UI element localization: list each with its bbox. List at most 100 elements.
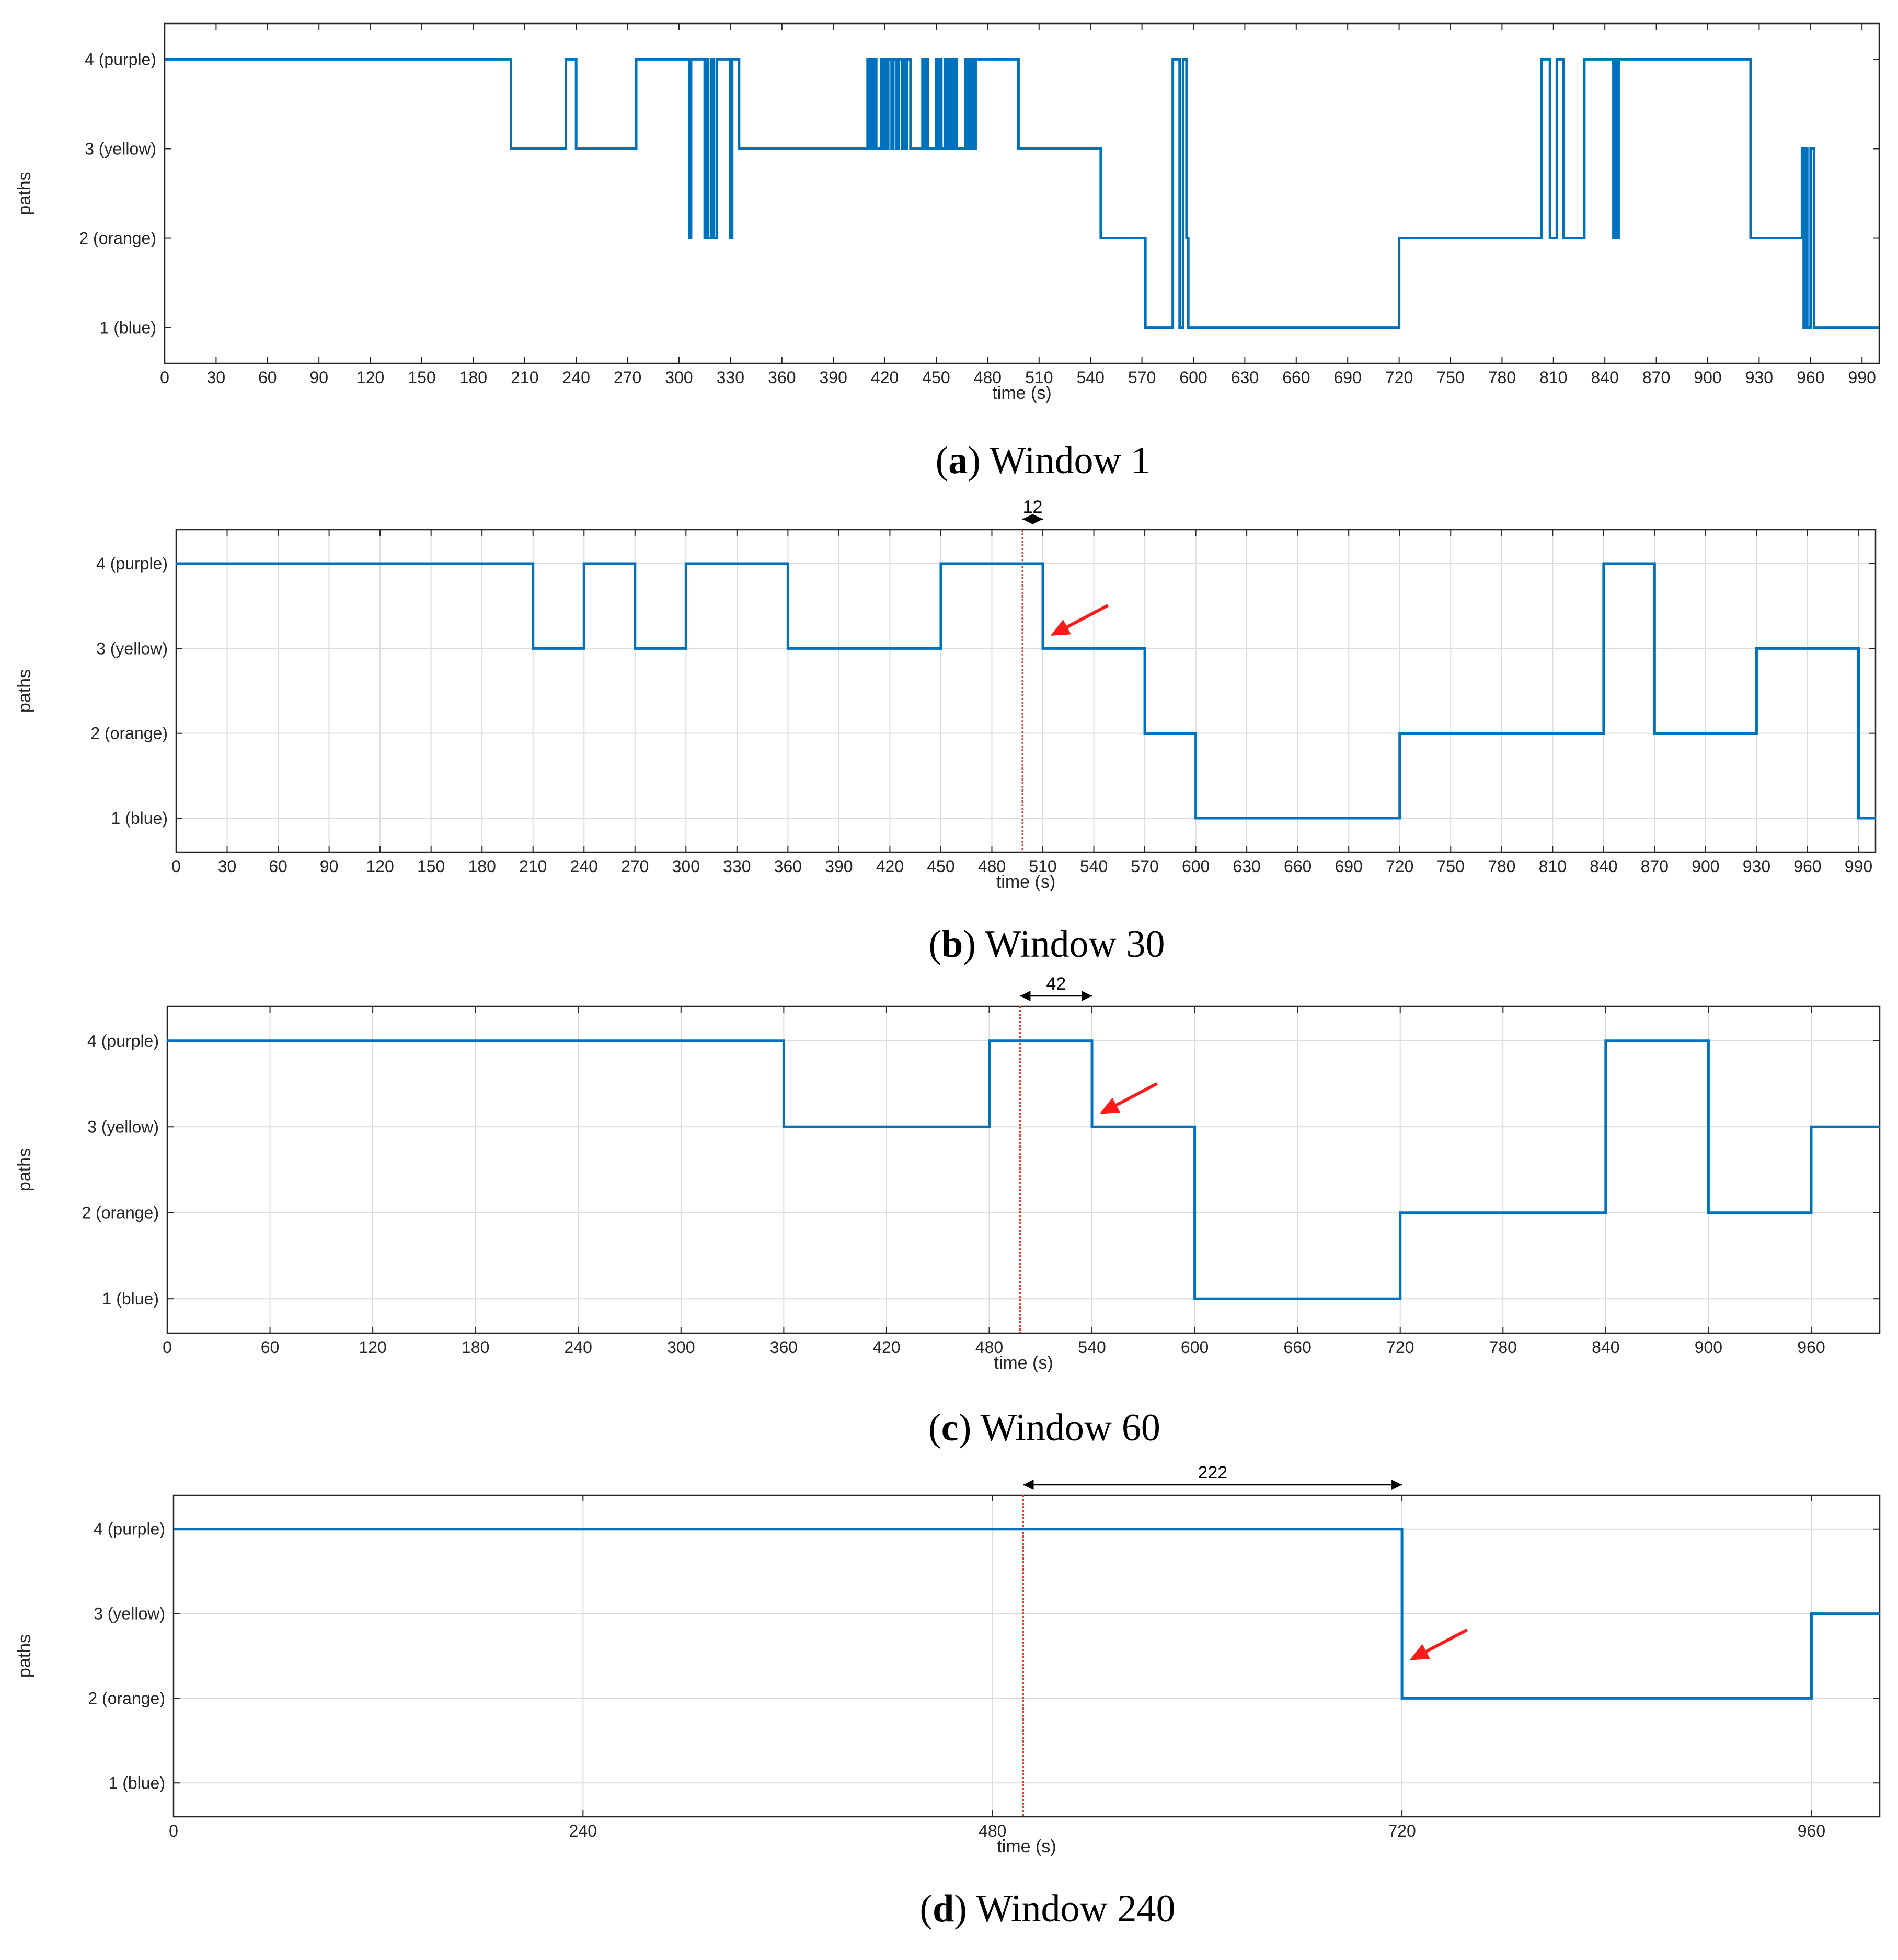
x-tick-label: 330 [723, 857, 751, 876]
x-tick-label: 270 [621, 857, 649, 876]
x-tick-label: 60 [269, 857, 287, 876]
y-tick-label: 3 (yellow) [94, 1604, 165, 1623]
x-tick-label: 0 [160, 368, 169, 387]
caption-close-paren: ) [963, 923, 985, 966]
pointer-shaft [1066, 604, 1109, 628]
x-tick-label: 480 [975, 1338, 1003, 1357]
x-tick-label: 420 [876, 857, 904, 876]
x-axis-label: time (s) [997, 1837, 1056, 1856]
y-tick-label: 4 (purple) [85, 50, 156, 68]
x-tick-label: 0 [169, 1821, 178, 1840]
y-tick-label: 3 (yellow) [87, 1117, 159, 1136]
x-axis-label: time (s) [994, 1353, 1053, 1373]
x-tick-label: 360 [770, 1338, 798, 1357]
series-line-paths [165, 58, 1879, 329]
x-tick-label: 390 [820, 368, 847, 387]
caption-open-paren: ( [919, 1887, 933, 1930]
axes-box [164, 22, 1880, 364]
y-axis-label: paths [15, 1148, 34, 1191]
x-tick-label: 180 [459, 368, 487, 387]
x-tick-label: 780 [1488, 368, 1516, 387]
x-tick-label: 330 [717, 368, 744, 387]
x-tick-label: 270 [614, 368, 641, 387]
y-tick-label: 1 (blue) [109, 1773, 166, 1792]
y-tick-label: 1 (blue) [111, 809, 168, 828]
y-tick-label: 4 (purple) [94, 1520, 165, 1539]
x-tick-label: 600 [1181, 1338, 1209, 1357]
x-tick-label: 210 [519, 857, 547, 876]
caption-close-paren: ) [959, 1406, 981, 1449]
y-tick-label: 3 (yellow) [85, 139, 156, 158]
chart-panel-b: 0 30 60 90 120 150 180 210 240 270 300 330 360 390 420… [15, 497, 1877, 966]
x-tick-label: 630 [1233, 857, 1260, 876]
panel-caption: (a) Window 1 [936, 439, 1151, 482]
x-tick-label: 660 [1282, 368, 1310, 387]
x-tick-label: 300 [667, 1338, 695, 1357]
x-tick-label: 960 [1797, 368, 1824, 387]
grid-lines [173, 1495, 1880, 1817]
x-tick-label: 60 [258, 368, 277, 387]
y-tick-label: 2 (orange) [82, 1203, 159, 1222]
x-tick-label: 300 [665, 368, 693, 387]
x-tick-label: 960 [1797, 1338, 1825, 1357]
x-tick-label: 120 [356, 368, 384, 387]
x-tick-label: 990 [1848, 368, 1876, 387]
caption-text: Window 30 [985, 923, 1165, 966]
x-tick-label: 540 [1077, 368, 1105, 387]
x-tick-label: 570 [1128, 368, 1156, 387]
x-tick-label: 780 [1488, 857, 1515, 876]
caption-open-paren: ( [928, 1406, 941, 1449]
x-tick-label: 30 [207, 368, 226, 387]
chart-panel-a: 0 30 60 90 120 150 180 210 240 270 300 330 360 390 420… [15, 22, 1880, 482]
caption-panel-letter: a [948, 439, 968, 482]
chart-panel-d: 0 240 480 720 960 1 (blue) 2 (orange) 3 (yellow… [15, 1463, 1881, 1930]
x-tick-label: 900 [1692, 857, 1719, 876]
axes-box [175, 529, 1877, 853]
x-tick-label: 810 [1539, 368, 1567, 387]
panel-caption: (c) Window 60 [928, 1406, 1160, 1449]
x-tick-label: 120 [359, 1338, 386, 1357]
x-tick-label: 240 [565, 1338, 592, 1357]
x-tick-label: 900 [1694, 368, 1721, 387]
x-tick-label: 630 [1231, 368, 1259, 387]
pointer-head [1409, 1644, 1430, 1660]
x-tick-label: 480 [979, 1821, 1006, 1840]
caption-panel-letter: d [933, 1887, 954, 1930]
x-tick-label: 870 [1641, 857, 1669, 876]
x-tick-label: 540 [1080, 857, 1108, 876]
series-line-paths [167, 1039, 1880, 1300]
x-tick-label: 540 [1078, 1338, 1106, 1357]
x-axis-label: time (s) [992, 383, 1051, 403]
caption-text: Window 1 [990, 439, 1150, 482]
x-tick-label: 420 [872, 1338, 900, 1357]
x-tick-label: 930 [1745, 368, 1773, 387]
caption-text: Window 240 [976, 1887, 1175, 1930]
x-tick-label: 300 [672, 857, 700, 876]
x-tick-label: 360 [768, 368, 796, 387]
x-tick-label: 600 [1182, 857, 1210, 876]
x-tick-label: 720 [1386, 857, 1413, 876]
pointer-head [1099, 1097, 1120, 1114]
x-tick-label: 780 [1489, 1338, 1517, 1357]
grid-lines [167, 1006, 1880, 1333]
red-pointer-arrow [1409, 1628, 1468, 1660]
x-tick-label: 0 [163, 1338, 172, 1357]
x-tick-label: 720 [1386, 1338, 1414, 1357]
y-tick-label: 1 (blue) [100, 318, 157, 337]
x-tick-label: 120 [366, 857, 394, 876]
x-tick-label: 750 [1436, 368, 1464, 387]
y-tick-label: 2 (orange) [88, 1689, 165, 1707]
x-tick-label: 660 [1283, 1338, 1311, 1357]
caption-close-paren: ) [968, 439, 990, 482]
pointer-shaft [1425, 1628, 1468, 1653]
y-tick-label: 1 (blue) [102, 1289, 159, 1308]
x-tick-label: 660 [1284, 857, 1312, 876]
x-axis-label: time (s) [996, 872, 1055, 892]
x-tick-label: 180 [462, 1338, 489, 1357]
x-tick-label: 240 [569, 1821, 597, 1840]
pointer-shaft [1115, 1082, 1158, 1107]
x-tick-label: 240 [562, 368, 590, 387]
x-tick-label: 420 [871, 368, 899, 387]
x-tick-label: 570 [1131, 857, 1158, 876]
